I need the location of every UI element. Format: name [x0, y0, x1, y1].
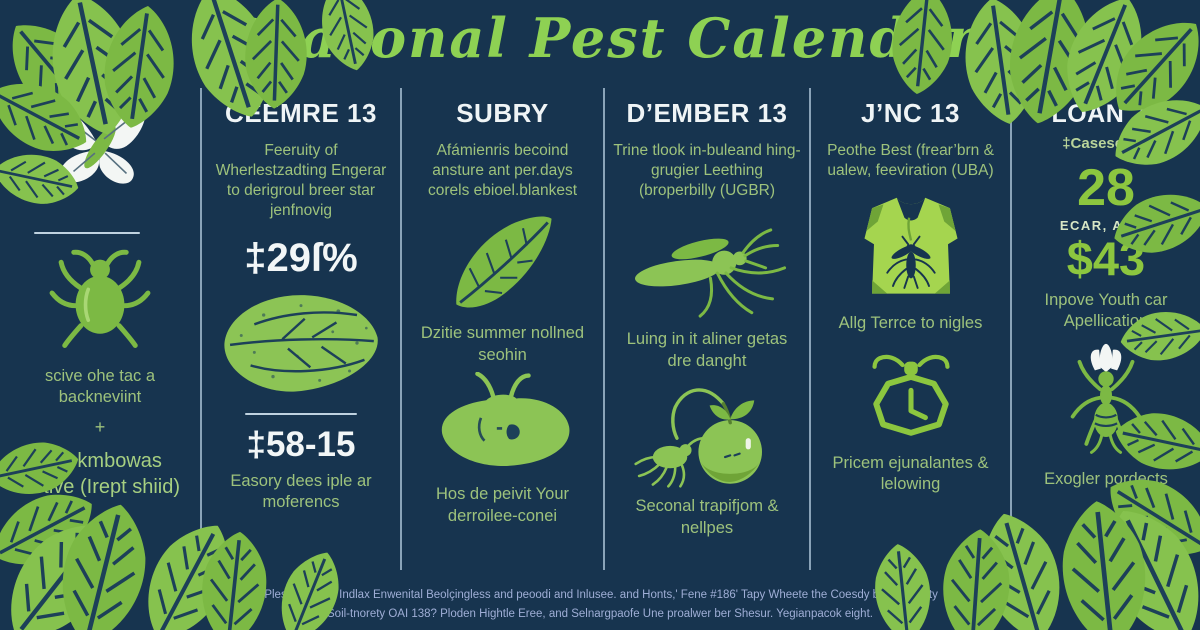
stat-count-label: ECAR, AVTY: [1059, 218, 1153, 233]
footer-line-2: Soil-tnorety OAI 138? Ploden Hightle Ere…: [327, 607, 873, 620]
column-body: Trine tlook in-buleand hing-grugier Leet…: [613, 142, 801, 200]
column-body-2: Dzitie summer nollned seohin: [420, 324, 585, 364]
stat-range: ‡58-15: [246, 424, 356, 464]
leaf-icon: [455, 216, 552, 308]
mosquito-icon: [635, 228, 787, 319]
stat-count: 28: [1077, 159, 1135, 217]
column-body-2: Allg Terrce to nigles: [838, 314, 983, 333]
column-body-3: Hos de peivit Your derroilee-conei: [435, 485, 569, 525]
leaf-blob-icon: [224, 294, 378, 392]
butterfly-icon: [50, 103, 146, 184]
column-body-2: Exogler pordects: [1044, 469, 1168, 488]
grub-icon: [441, 372, 569, 467]
column-body-2: Easory dees iple ar moferencs: [230, 471, 372, 511]
ant-icon: [1070, 343, 1142, 454]
calendar-columns: scive ohe tac a backneviint + You kmbowa…: [0, 88, 1200, 570]
column-subry: SUBRY Afámienris becoind ansture ant per…: [400, 88, 603, 570]
column-body: Afámienris becoind ansture ant per.days …: [427, 142, 578, 200]
divider-line: [245, 412, 357, 415]
column-jnc: J’NC 13 Peothe Best (frear’brn & ualew, …: [809, 88, 1010, 570]
clock-bug-icon: [871, 354, 950, 436]
column-loan: LOAN 23 ‡Casesecr’s 28 ECAR, AVTY $43 In…: [1010, 88, 1200, 570]
beetle-icon: [49, 249, 151, 348]
footer: 'Plest Repenal Indlax Enwenital Beolçing…: [0, 586, 1200, 623]
footer-line-1: 'Plest Repenal Indlax Enwenital Beolçing…: [262, 589, 938, 602]
column-dember: D’EMBER 13 Trine tlook in-buleand hing-g…: [603, 88, 809, 570]
plus-sign: +: [94, 416, 106, 437]
page-title: Seasonal Pest Calendar: [223, 6, 977, 70]
apple-pest-icon: [634, 388, 762, 488]
divider-line: [34, 232, 140, 234]
column-subheader: ‡Casesecr’s: [1062, 135, 1150, 152]
overview-text-2: You kmbowas Active (Irept shiid): [19, 449, 181, 498]
column-ceemre: CEEMRE 13 Feeruity of Wherlestzadting En…: [200, 88, 400, 570]
column-body: Inpove Youth car Apellication: [1044, 291, 1168, 331]
column-overview: scive ohe tac a backneviint + You kmbowa…: [0, 88, 200, 570]
column-body-2: Luing in it aliner getas dre danght: [626, 330, 788, 370]
overview-text-1: scive ohe tac a backneviint: [44, 367, 156, 407]
stat-percent: ‡29ſ%: [244, 235, 358, 280]
vest-icon: [863, 198, 958, 294]
column-body-3: Pricem ejunalantes & lelowing: [832, 453, 989, 494]
column-header: SUBRY: [456, 98, 549, 128]
column-header: D’EMBER 13: [626, 98, 788, 128]
column-header: J’NC 13: [861, 98, 960, 128]
column-body: Peothe Best (frear’brn & ualew, feevirat…: [827, 142, 994, 180]
column-body: Feeruity of Wherlestzadting Engerar to d…: [215, 142, 387, 220]
stat-price: $43: [1066, 232, 1146, 285]
column-header: CEEMRE 13: [225, 98, 377, 128]
column-body-3: Seconal trapifjom & nellpes: [635, 497, 779, 537]
column-header: LOAN 23: [1051, 100, 1161, 128]
